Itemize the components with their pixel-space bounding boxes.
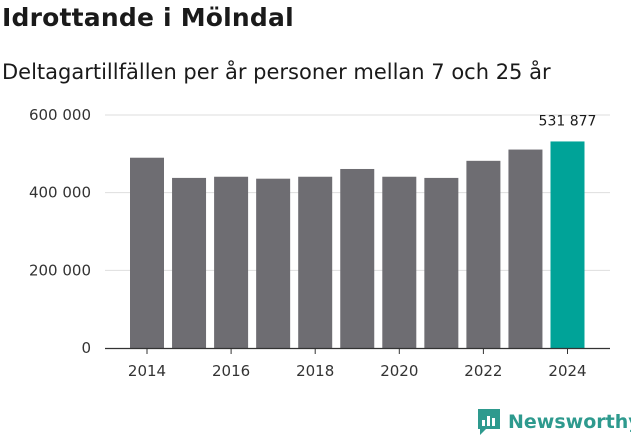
chart-title: Idrottande i Mölndal [2, 3, 294, 32]
bar-2019 [340, 168, 375, 348]
x-tick-label: 2018 [296, 362, 334, 380]
x-tick-label: 2024 [548, 362, 586, 380]
bar-2015 [172, 177, 207, 348]
data-label: 531 877 [539, 113, 597, 129]
bar-2018 [298, 176, 333, 348]
chart-subtitle: Deltagartillfällen per år personer mella… [2, 60, 551, 84]
x-tick-label: 2022 [464, 362, 502, 380]
bar-2021 [424, 177, 459, 348]
bar-2016 [214, 176, 249, 348]
bar-2020 [382, 176, 417, 348]
bar-2017 [256, 178, 291, 348]
bar-2014 [130, 157, 164, 348]
bar-2022 [466, 160, 501, 348]
x-tick-label: 2014 [128, 362, 166, 380]
bar-2023 [508, 149, 543, 348]
x-tick-label: 2016 [212, 362, 250, 380]
bar-chart-speech-icon [478, 409, 500, 435]
y-tick-label: 400 000 [29, 184, 91, 202]
y-tick-label: 0 [81, 339, 91, 357]
y-tick-label: 600 000 [29, 106, 91, 124]
brand-name: Newsworthy [508, 411, 631, 433]
newsworthy-logo: Newsworthy [476, 408, 631, 436]
y-tick-label: 200 000 [29, 261, 91, 279]
bar-2024 [550, 141, 585, 348]
x-tick-label: 2020 [380, 362, 418, 380]
